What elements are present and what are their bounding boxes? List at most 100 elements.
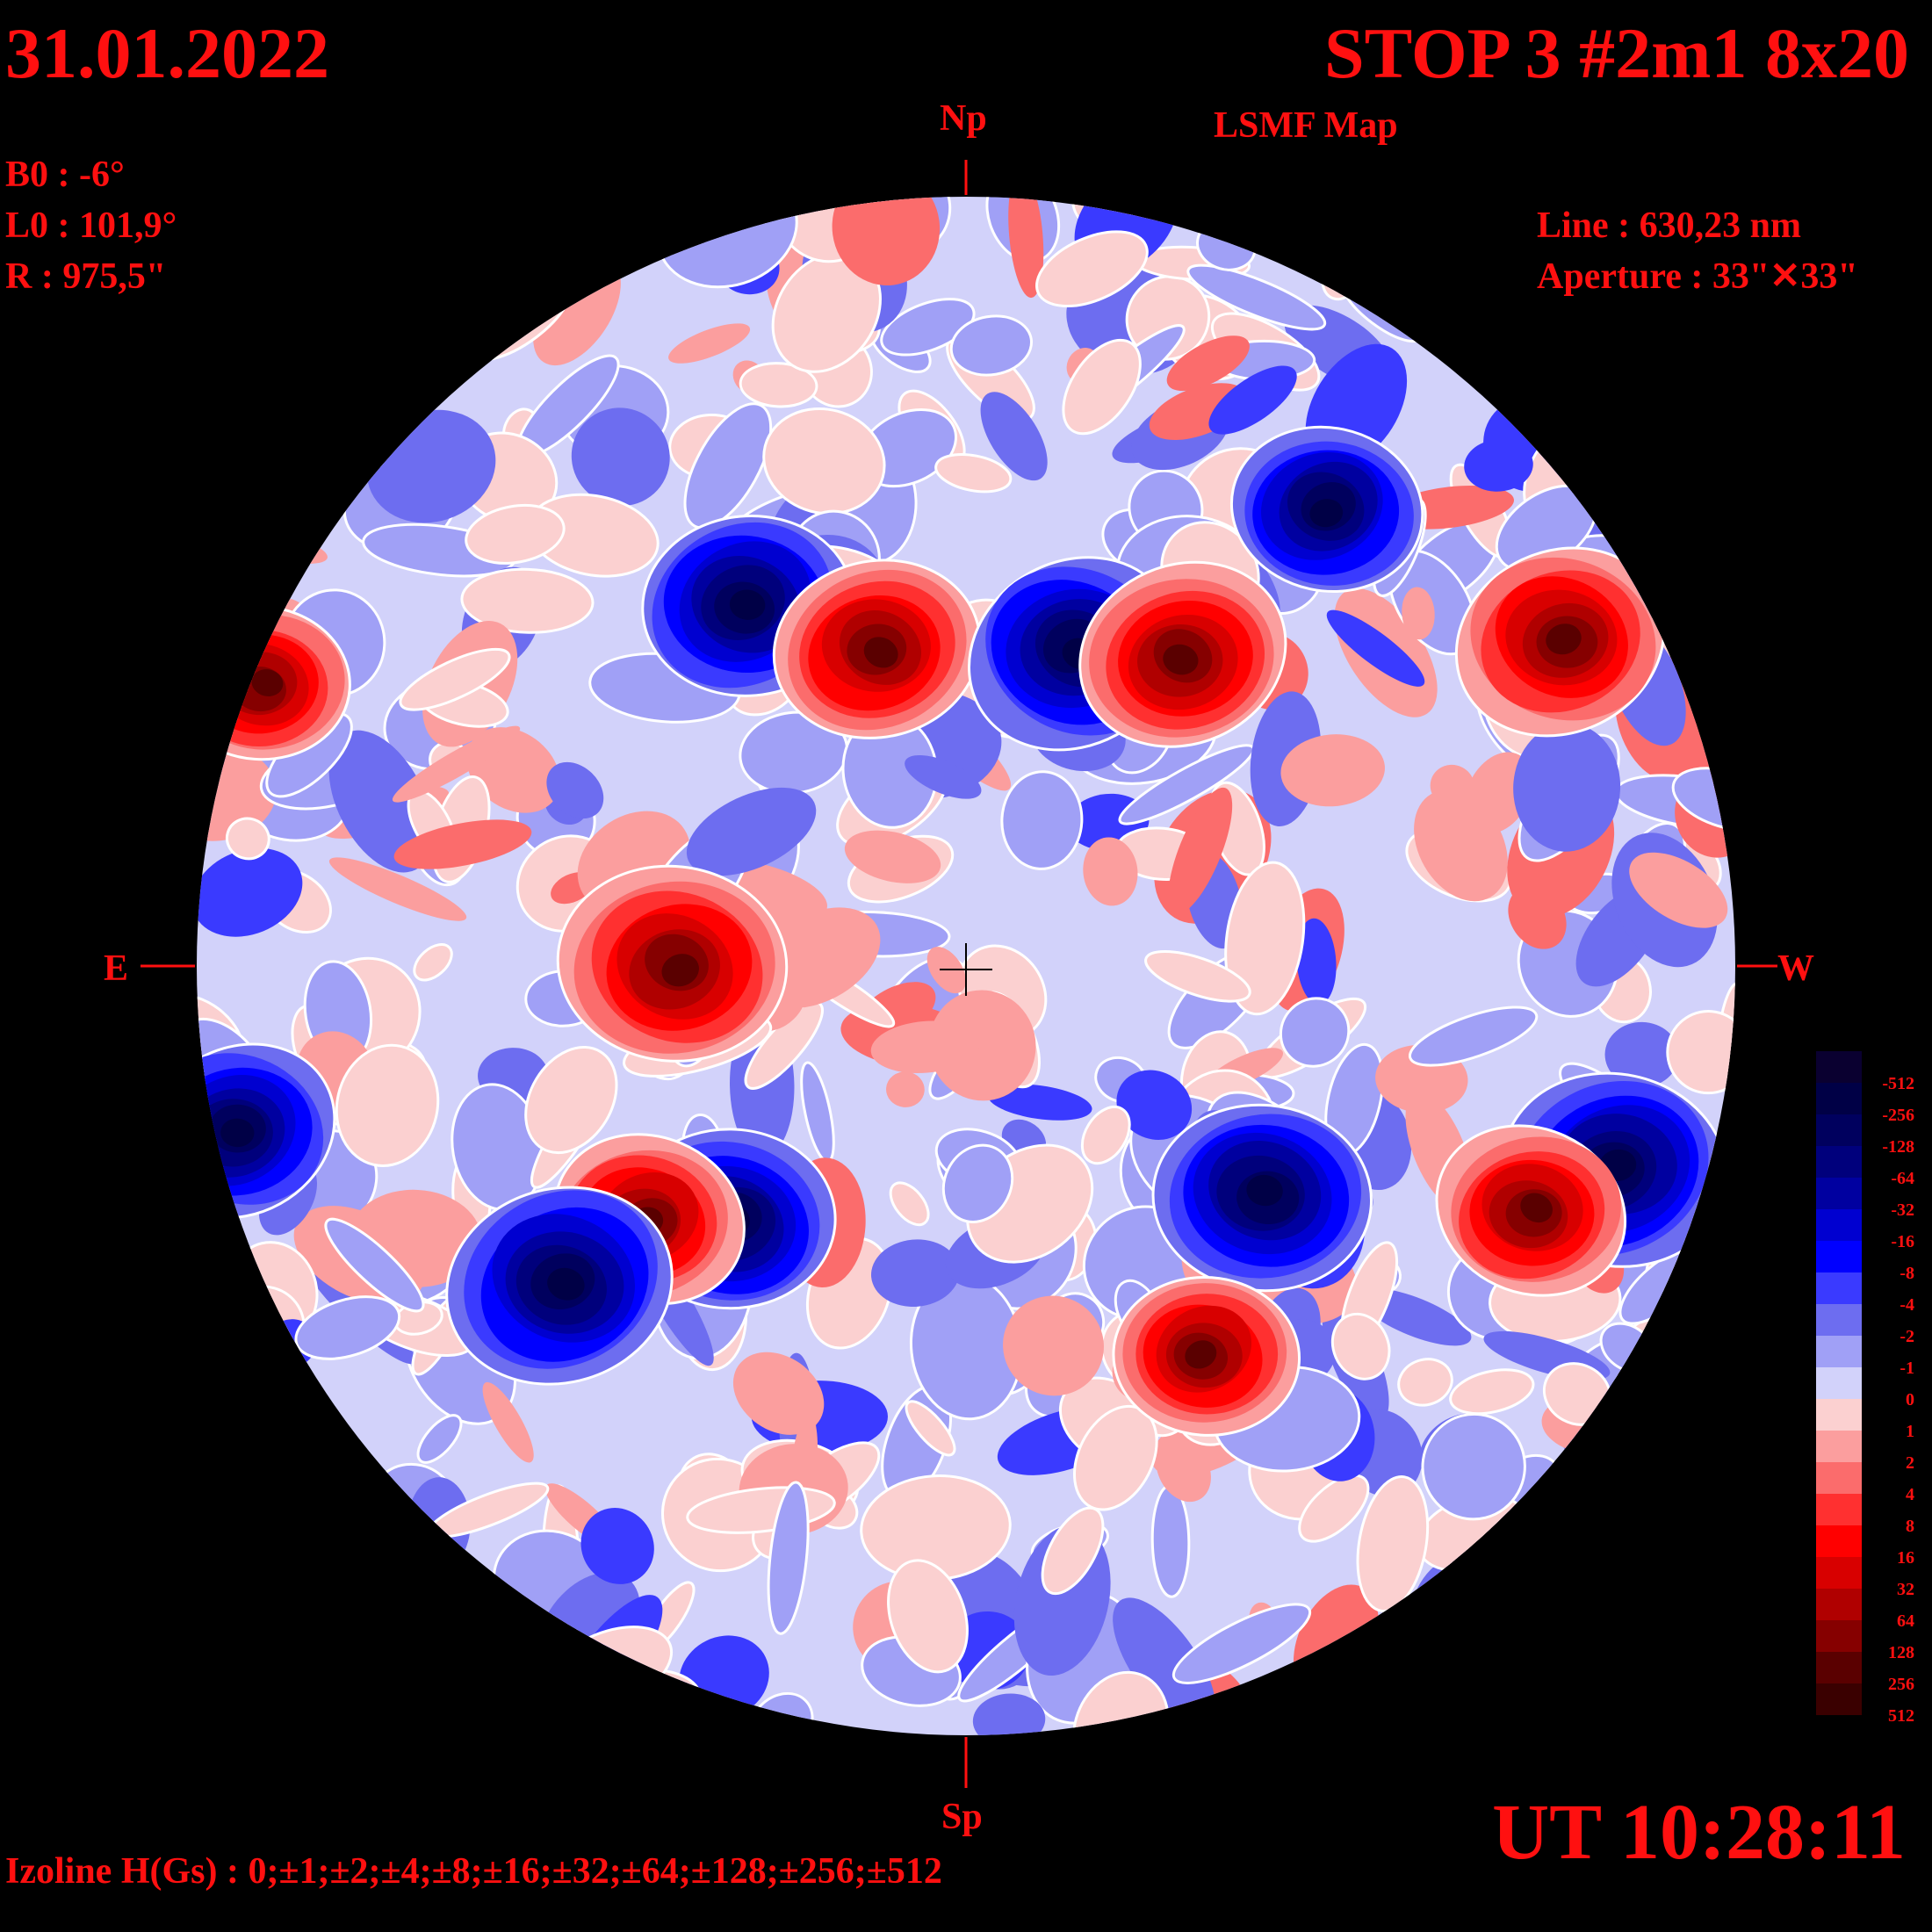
field-patch: [416, 1414, 463, 1464]
field-patch: [335, 1043, 440, 1167]
colorbar-label: -16: [1891, 1232, 1914, 1251]
field-patch: [1185, 1340, 1217, 1369]
field-patch: [460, 567, 595, 634]
colorbar-label: 2: [1906, 1453, 1914, 1473]
field-patch: [1156, 1437, 1211, 1503]
field-patch: [905, 754, 982, 799]
field-patch: [571, 407, 670, 507]
colorbar-cell: [1816, 1367, 1862, 1399]
field-patch: [467, 1722, 520, 1735]
field-patch: [392, 725, 521, 803]
field-patch: [225, 817, 270, 861]
label-east: E: [104, 948, 129, 989]
field-patch: [1570, 311, 1654, 389]
field-patch: [1444, 1638, 1489, 1695]
field-patch: [551, 219, 588, 265]
field-patch: [949, 314, 1034, 377]
colorbar-label: -64: [1891, 1169, 1914, 1188]
label-west: W: [1777, 948, 1814, 989]
field-patch: [1330, 1312, 1391, 1381]
colorbar-cell: [1816, 1494, 1862, 1525]
colorbar-label: -32: [1891, 1200, 1914, 1220]
field-patch: [762, 407, 886, 515]
field-patch: [197, 1560, 239, 1673]
colorbar-cell: [1816, 1462, 1862, 1494]
field-patch: [1520, 1193, 1553, 1223]
colorbar-cell: [1816, 1652, 1862, 1683]
colorbar-label: -2: [1900, 1327, 1914, 1346]
field-patch: [524, 1046, 618, 1155]
field-patch: [889, 1181, 930, 1227]
field-patch: [1080, 1105, 1131, 1165]
field-patch: [203, 451, 259, 488]
param-aperture: Aperture : 33"✕33": [1537, 256, 1858, 297]
colorbar-label: 1: [1906, 1422, 1914, 1441]
map-subtitle: LSMF Map: [1214, 105, 1398, 146]
field-patch: [473, 197, 518, 256]
field-patch: [205, 489, 245, 595]
field-patch: [987, 1084, 1092, 1121]
field-patch: [1116, 1070, 1193, 1140]
field-patch: [220, 1118, 255, 1148]
field-patch: [887, 1559, 969, 1674]
field-patch: [767, 1481, 810, 1635]
field-patch: [197, 1671, 249, 1735]
colorbar-cell: [1816, 1083, 1862, 1114]
field-patch: [251, 669, 284, 696]
field-patch: [732, 1352, 825, 1435]
field-patch: [1171, 1603, 1312, 1684]
field-patch: [1442, 1684, 1582, 1735]
param-radius: R : 975,5": [5, 256, 167, 297]
field-patch: [1385, 197, 1511, 273]
field-patch: [686, 787, 817, 876]
field-patch: [263, 275, 328, 357]
field-patch: [739, 362, 818, 408]
colorbar-label: 8: [1906, 1517, 1914, 1536]
field-patch: [934, 453, 1013, 494]
field-patch: [1327, 197, 1462, 281]
field-patch: [1430, 764, 1474, 808]
field-patch: [1402, 587, 1435, 640]
field-patch: [263, 305, 372, 415]
field-patch: [1508, 342, 1591, 387]
field-patch: [871, 1239, 960, 1307]
colorbar-label: -4: [1900, 1295, 1914, 1315]
field-patch: [328, 857, 467, 921]
field-patch: [1621, 1617, 1698, 1721]
field-patch: [729, 589, 766, 620]
field-patch: [197, 1582, 269, 1626]
field-patch: [522, 197, 632, 245]
field-patch: [1397, 1358, 1453, 1407]
field-patch: [863, 637, 898, 668]
field-patch: [1246, 1174, 1283, 1207]
field-patch: [401, 1660, 510, 1735]
field-patch: [456, 227, 528, 341]
field-patch: [197, 847, 303, 937]
param-l0: L0 : 101,9°: [5, 205, 177, 246]
field-patch: [242, 197, 306, 256]
field-patch: [487, 197, 611, 250]
colorbar-cell: [1816, 1399, 1862, 1431]
field-patch: [577, 1676, 666, 1726]
field-patch: [301, 335, 442, 411]
colorbar-cell: [1816, 1431, 1862, 1462]
colorbar-label: 64: [1897, 1611, 1914, 1631]
colorbar-cell: [1816, 1683, 1862, 1715]
field-patch: [1464, 439, 1533, 492]
field-patch: [273, 354, 350, 412]
field-patch: [230, 1597, 311, 1671]
field-patch: [197, 1540, 251, 1666]
colorbar-label: -256: [1882, 1106, 1914, 1125]
field-patch: [1637, 368, 1735, 493]
colorbar-label: 32: [1897, 1580, 1914, 1599]
field-patch: [1208, 365, 1297, 435]
field-patch: [1280, 734, 1385, 807]
colorbar-label: -1: [1900, 1359, 1914, 1378]
colorbar-label: 16: [1897, 1548, 1914, 1568]
field-patch: [661, 954, 699, 987]
field-patch: [197, 1589, 241, 1661]
field-patch: [1408, 246, 1515, 302]
field-patch: [547, 1267, 585, 1301]
field-patch: [1163, 644, 1199, 675]
field-patch: [392, 249, 473, 301]
